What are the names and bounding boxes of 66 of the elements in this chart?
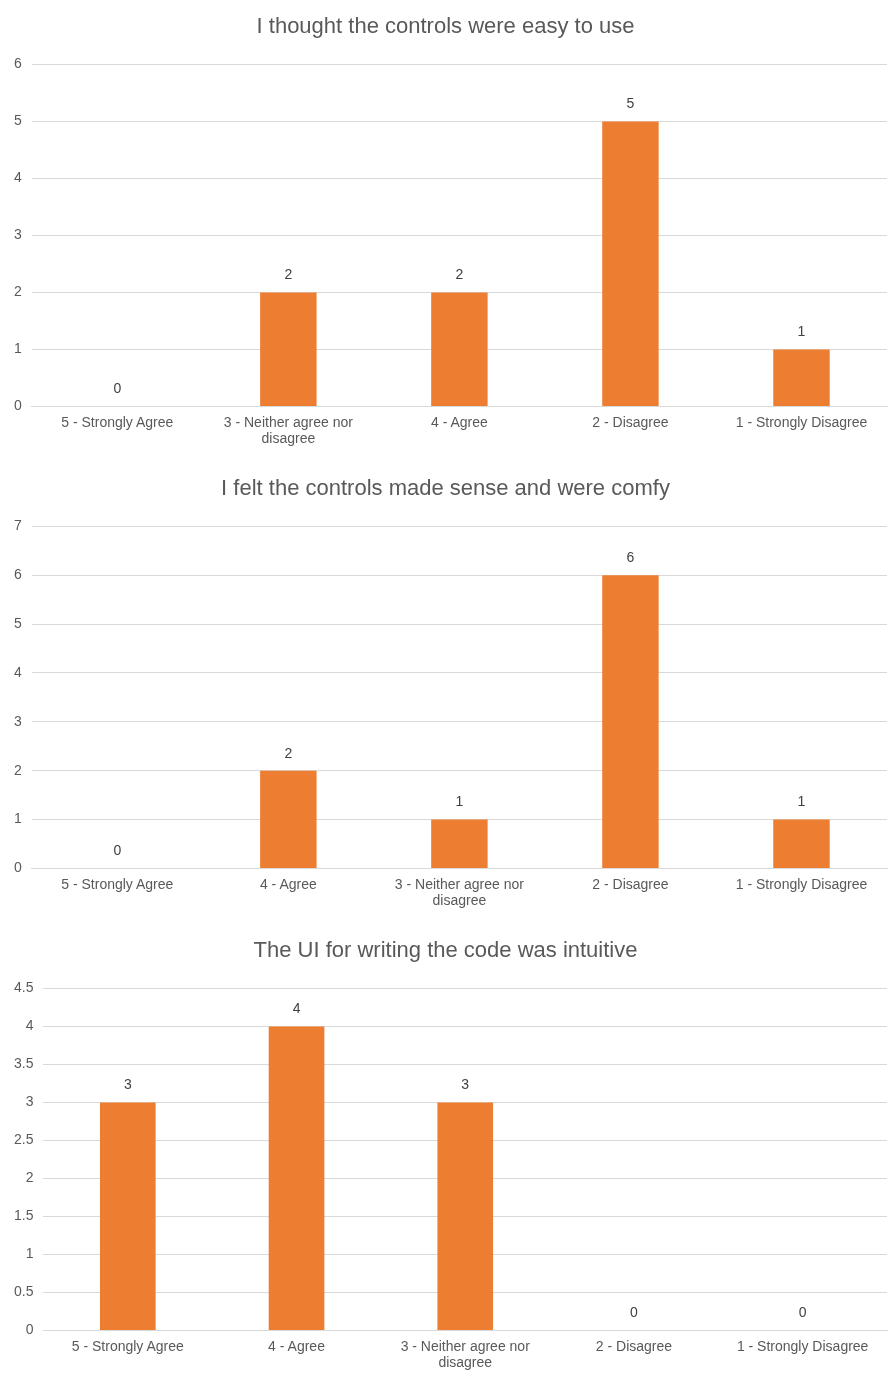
x-tick-label: 4 - Agree xyxy=(259,875,317,892)
data-label: 5 xyxy=(626,95,635,112)
y-tick-label: 4 xyxy=(13,663,22,680)
data-label: 0 xyxy=(113,842,122,859)
y-tick-label: 0 xyxy=(13,397,22,414)
y-tick-label: 5 xyxy=(13,614,22,631)
data-label: 2 xyxy=(284,744,293,761)
y-tick-label: 2 xyxy=(13,283,22,300)
data-label: 0 xyxy=(113,380,122,397)
x-tick-label: 5 - Strongly Agree xyxy=(71,1337,185,1354)
data-label: 2 xyxy=(284,266,293,283)
y-tick-label: 7 xyxy=(13,517,22,534)
y-tick-label: 2 xyxy=(25,1169,34,1186)
data-label: 0 xyxy=(798,1304,807,1321)
x-tick-label: 3 - Neither agree nor disagree xyxy=(394,875,525,909)
chart-title: I thought the controls were easy to use xyxy=(256,13,635,39)
y-tick-label: 4 xyxy=(13,169,22,186)
y-tick-label: 0 xyxy=(13,859,22,876)
chart-title: The UI for writing the code was intuitive xyxy=(253,937,638,963)
y-tick-label: 1 xyxy=(13,810,22,827)
data-label: 2 xyxy=(455,266,464,283)
x-tick-label: 5 - Strongly Agree xyxy=(61,413,174,430)
data-label: 1 xyxy=(455,793,464,810)
y-tick-label: 1 xyxy=(13,340,22,357)
x-tick-label: 2 - Disagree xyxy=(595,1337,673,1354)
x-tick-label: 5 - Strongly Agree xyxy=(61,875,174,892)
x-tick-label: 3 - Neither agree nor disagree xyxy=(400,1337,531,1371)
x-tick-label: 1 - Strongly Disagree xyxy=(736,1337,869,1354)
y-tick-label: 3 xyxy=(25,1093,34,1110)
data-label: 4 xyxy=(292,1000,301,1017)
data-label: 0 xyxy=(630,1304,639,1321)
bar xyxy=(260,770,317,868)
bar xyxy=(431,292,488,406)
data-label: 1 xyxy=(797,323,806,340)
y-tick-label: 5 xyxy=(13,112,22,129)
bar xyxy=(602,121,659,406)
y-tick-label: 1.5 xyxy=(13,1207,34,1224)
x-tick-label: 1 - Strongly Disagree xyxy=(735,875,868,892)
bar xyxy=(431,819,488,868)
x-tick-label: 1 - Strongly Disagree xyxy=(735,413,868,430)
bar xyxy=(773,349,830,406)
data-label: 6 xyxy=(626,549,635,566)
y-tick-label: 4 xyxy=(25,1017,34,1034)
bar xyxy=(773,819,830,868)
data-label: 1 xyxy=(797,793,806,810)
x-tick-label: 2 - Disagree xyxy=(592,875,669,892)
x-tick-label: 4 - Agree xyxy=(268,1337,326,1354)
y-tick-label: 6 xyxy=(13,55,22,72)
y-tick-label: 3 xyxy=(13,226,22,243)
bar xyxy=(602,575,659,868)
y-tick-label: 3 xyxy=(13,712,22,729)
y-tick-label: 2 xyxy=(13,761,22,778)
y-tick-label: 3.5 xyxy=(13,1055,34,1072)
y-tick-label: 6 xyxy=(13,566,22,583)
x-tick-label: 2 - Disagree xyxy=(592,413,669,430)
y-tick-label: 4.5 xyxy=(13,979,34,996)
y-tick-label: 2.5 xyxy=(13,1131,34,1148)
data-label: 3 xyxy=(123,1076,132,1093)
x-tick-label: 4 - Agree xyxy=(430,413,489,430)
bar xyxy=(260,292,317,406)
y-tick-label: 0.5 xyxy=(13,1283,34,1300)
chart-title: I felt the controls made sense and were comfy xyxy=(221,475,670,501)
data-label: 3 xyxy=(461,1076,470,1093)
x-tick-label: 3 - Neither agree nor disagree xyxy=(223,413,354,447)
y-tick-label: 0 xyxy=(25,1321,34,1338)
y-tick-label: 1 xyxy=(25,1245,34,1262)
